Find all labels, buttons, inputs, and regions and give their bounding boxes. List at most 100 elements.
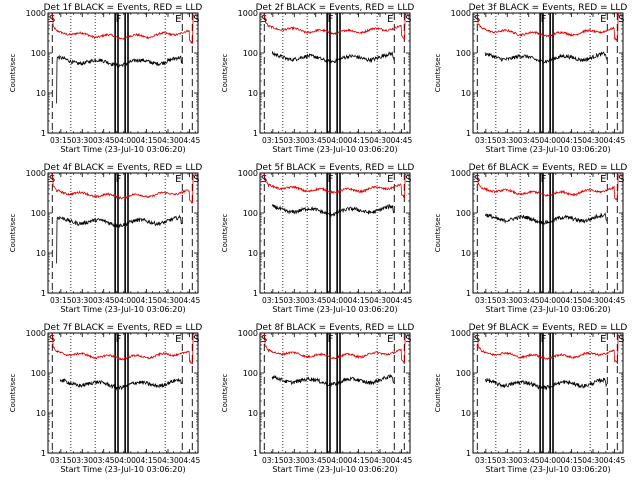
plot-frame — [259, 172, 411, 294]
panel-det-7: Det 7f BLACK = Events, RED = LLD Counts/s… — [9, 323, 202, 474]
series-events-line — [484, 51, 608, 64]
x-tick-label: 03:30 — [71, 456, 93, 465]
flag-s: S — [405, 174, 411, 185]
flag-f: F — [116, 174, 122, 185]
plot-frame — [47, 172, 199, 294]
series-events-line — [271, 373, 395, 387]
y-axis-label: Counts/sec — [434, 214, 442, 253]
x-tick-label: 04:15 — [561, 456, 583, 465]
flag-s: S — [261, 174, 267, 185]
x-tick-label: 03:30 — [496, 296, 518, 305]
y-tick-label: 1000 — [26, 9, 46, 18]
x-tick-label: 04:45 — [604, 136, 626, 145]
x-axis-label: Start Time (23-Jul-10 03:06:20) — [485, 145, 610, 154]
panel-title: Det 8f BLACK = Events, RED = LLD — [256, 323, 415, 333]
y-tick-label: 10 — [248, 409, 258, 418]
y-tick-label: 1 — [253, 449, 258, 458]
y-tick-label: 10 — [36, 89, 46, 98]
x-tick-label: 03:45 — [93, 136, 115, 145]
panel-title: Det 2f BLACK = Events, RED = LLD — [256, 3, 415, 13]
x-tick-label: 03:30 — [496, 136, 518, 145]
y-tick-label: 1 — [466, 289, 471, 298]
y-tick-label: 100 — [243, 209, 258, 218]
y-tick-label: 10 — [36, 249, 46, 258]
y-axis-label: Counts/sec — [9, 374, 17, 413]
flag-s: S — [405, 14, 411, 25]
flag-s: S — [49, 174, 55, 185]
panel-det-8: Det 8f BLACK = Events, RED = LLD Counts/s… — [221, 323, 414, 474]
x-tick-label: 04:00 — [539, 136, 561, 145]
x-axis-label: Start Time (23-Jul-10 03:06:20) — [60, 305, 185, 314]
flag-e: E — [600, 174, 606, 185]
flag-e: E — [600, 14, 606, 25]
y-tick-label: 1 — [253, 129, 258, 138]
flag-s: S — [261, 334, 267, 345]
x-tick-label: 04:45 — [604, 456, 626, 465]
series-lld-line — [476, 334, 620, 365]
x-tick-label: 03:15 — [475, 296, 497, 305]
x-tick-label: 04:15 — [136, 136, 158, 145]
flag-e: E — [175, 174, 181, 185]
y-tick-label: 10 — [461, 249, 471, 258]
y-axis-label: Counts/sec — [434, 54, 442, 93]
y-tick-label: 1000 — [451, 329, 471, 338]
panel-title: Det 4f BLACK = Events, RED = LLD — [44, 163, 203, 173]
flag-e: E — [387, 174, 393, 185]
flag-s: S — [618, 334, 624, 345]
x-tick-label: 03:45 — [93, 456, 115, 465]
flag-e: E — [600, 334, 606, 345]
y-tick-label: 1 — [41, 289, 46, 298]
series-lld-line — [51, 173, 195, 204]
x-tick-label: 04:00 — [114, 296, 136, 305]
x-tick-label: 04:15 — [348, 456, 370, 465]
y-tick-label: 100 — [456, 369, 471, 378]
panel-title: Det 6f BLACK = Events, RED = LLD — [469, 163, 628, 173]
y-tick-label: 1 — [466, 449, 471, 458]
y-axis-label: Counts/sec — [9, 214, 17, 253]
x-tick-label: 03:15 — [262, 296, 284, 305]
flag-s: S — [474, 174, 480, 185]
x-tick-label: 04:30 — [582, 296, 604, 305]
flag-s: S — [193, 14, 199, 25]
x-axis-label: Start Time (23-Jul-10 03:06:20) — [272, 145, 397, 154]
panel-title: Det 5f BLACK = Events, RED = LLD — [256, 163, 415, 173]
flag-s: S — [49, 334, 55, 345]
x-axis-label: Start Time (23-Jul-10 03:06:20) — [272, 305, 397, 314]
x-tick-label: 03:45 — [518, 456, 540, 465]
y-tick-label: 10 — [248, 249, 258, 258]
panel-det-2: Det 2f BLACK = Events, RED = LLD Counts/s… — [221, 3, 414, 154]
x-axis-label: Start Time (23-Jul-10 03:06:20) — [485, 465, 610, 474]
flag-e: E — [175, 334, 181, 345]
x-tick-label: 04:00 — [326, 296, 348, 305]
panel-det-4: Det 4f BLACK = Events, RED = LLD Counts/s… — [9, 163, 202, 314]
series-events-line — [484, 212, 608, 226]
series-events-line — [59, 377, 183, 391]
plot-frame — [259, 332, 411, 454]
series-events-line — [271, 203, 395, 218]
flag-f: F — [328, 334, 334, 345]
x-tick-label: 03:45 — [305, 456, 327, 465]
x-tick-label: 04:30 — [369, 296, 391, 305]
x-tick-label: 03:30 — [71, 296, 93, 305]
x-axis-label: Start Time (23-Jul-10 03:06:20) — [272, 465, 397, 474]
panel-title: Det 1f BLACK = Events, RED = LLD — [44, 3, 203, 13]
series-lld-line — [263, 333, 407, 365]
y-tick-label: 10 — [461, 409, 471, 418]
x-tick-label: 04:30 — [157, 296, 179, 305]
x-tick-label: 03:15 — [50, 456, 72, 465]
x-tick-label: 03:30 — [283, 456, 305, 465]
y-axis-label: Counts/sec — [221, 54, 229, 93]
flag-s: S — [474, 14, 480, 25]
panel-det-5: Det 5f BLACK = Events, RED = LLD Counts/s… — [221, 163, 414, 314]
x-tick-label: 03:30 — [496, 456, 518, 465]
x-tick-label: 04:00 — [539, 456, 561, 465]
x-tick-label: 04:30 — [369, 456, 391, 465]
flag-s: S — [618, 14, 624, 25]
y-tick-label: 1000 — [238, 169, 258, 178]
x-tick-label: 04:15 — [136, 456, 158, 465]
y-tick-label: 100 — [243, 369, 258, 378]
y-tick-label: 1000 — [238, 329, 258, 338]
x-tick-label: 03:15 — [262, 456, 284, 465]
y-tick-label: 1000 — [26, 329, 46, 338]
flag-s: S — [474, 334, 480, 345]
